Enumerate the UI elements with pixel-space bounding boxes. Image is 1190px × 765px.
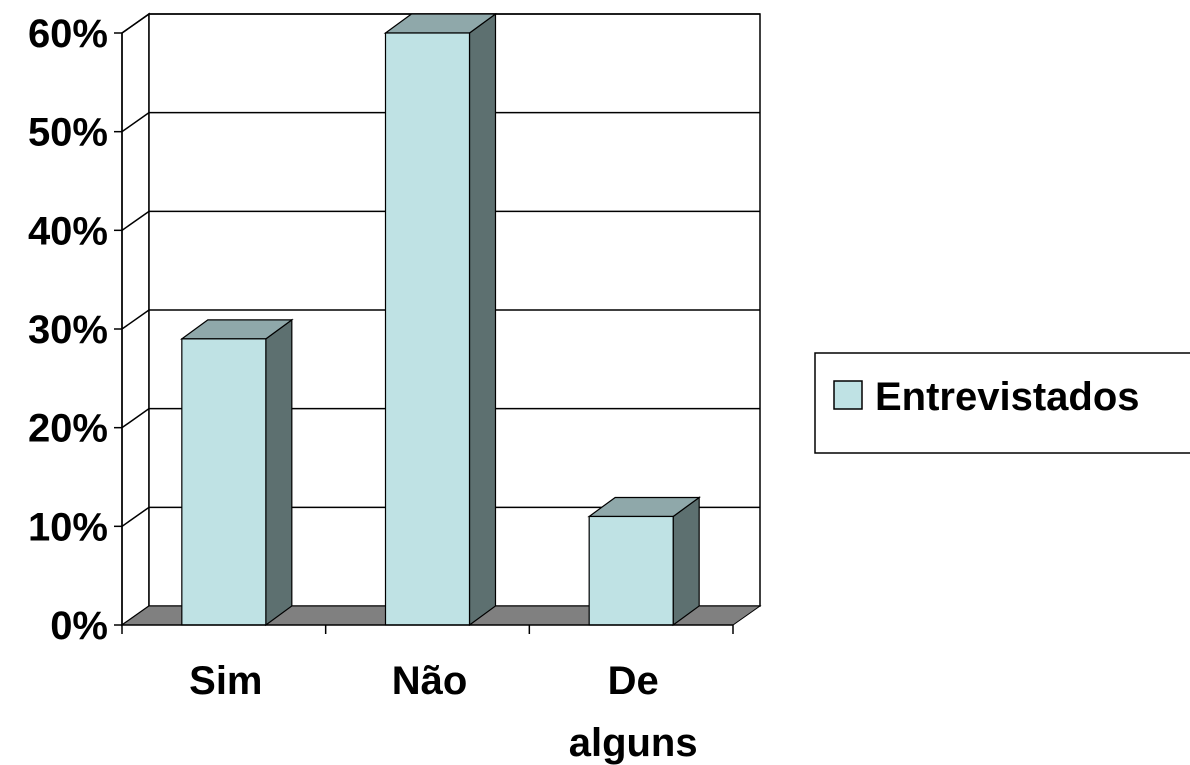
bar-sim — [179, 318, 294, 627]
y-tick-label: 30% — [28, 308, 108, 352]
bar-front — [588, 515, 674, 626]
gridline — [121, 111, 760, 133]
bar-front — [384, 32, 471, 626]
x-category-label: Não — [392, 659, 468, 703]
bar-side — [672, 496, 700, 627]
y-tick-label: 50% — [28, 111, 108, 155]
gridline — [121, 13, 760, 34]
gridline — [121, 407, 760, 429]
bar-side — [265, 318, 293, 627]
legend: Entrevistados — [814, 352, 1190, 454]
gridline — [121, 210, 760, 231]
gridlines — [121, 13, 760, 527]
y-tick-label: 40% — [28, 209, 108, 253]
legend-swatch — [833, 380, 863, 410]
x-axis: Sim Não De alguns — [121, 624, 734, 765]
y-tick-label: 60% — [28, 12, 108, 56]
legend-box — [814, 352, 1190, 454]
gridline — [121, 506, 760, 527]
bar-front — [181, 338, 267, 626]
bar-não — [383, 12, 498, 627]
bars — [179, 12, 702, 627]
x-category-label: De alguns — [569, 659, 698, 765]
x-category-label: Sim — [189, 659, 262, 703]
bar-side — [468, 12, 497, 627]
y-tick-label: 20% — [28, 407, 108, 451]
legend-label: Entrevistados — [875, 375, 1140, 419]
bar-de-alguns — [587, 496, 702, 627]
y-tick-label: 0% — [50, 604, 108, 648]
y-axis: 0% 10% 20% 30% 40% 50% 60% — [28, 12, 123, 648]
y-tick-label: 10% — [28, 505, 108, 549]
gridline — [121, 309, 760, 330]
